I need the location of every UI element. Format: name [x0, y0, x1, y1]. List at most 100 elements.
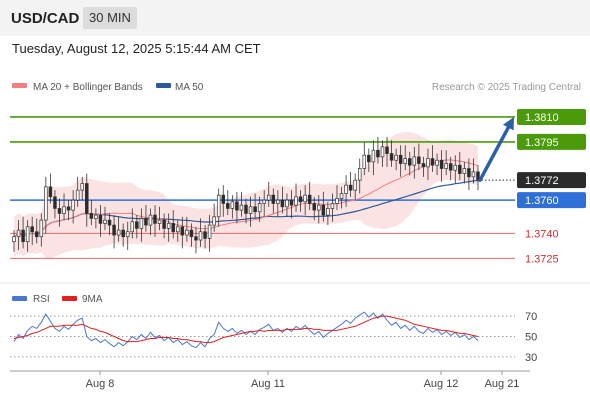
- last-price-tag: [517, 172, 586, 189]
- level-label-0: 1.3810: [525, 112, 559, 124]
- candle-body-2: [21, 229, 25, 243]
- candle-body-13: [71, 199, 75, 211]
- credit-text: Research © 2025 Trading Central: [432, 82, 581, 93]
- rsi-legend-swatch: [12, 296, 27, 301]
- candle-body-35: [171, 223, 175, 233]
- candle-body-70: [330, 203, 335, 209]
- candle-body-99: [462, 168, 467, 174]
- candle-body-49: [235, 201, 239, 211]
- candle-body-58: [276, 199, 280, 204]
- chart-datetime: Tuesday, August 12, 2025 5:15:44 AM CET: [12, 41, 261, 56]
- candle-body-80: [376, 149, 380, 158]
- candle-body-18: [94, 214, 98, 219]
- candle-body-86: [403, 158, 407, 164]
- candle-body-77: [362, 154, 367, 169]
- candle-body-101: [471, 171, 476, 178]
- candle-body-94: [439, 159, 444, 169]
- candle-body-15: [80, 183, 84, 191]
- candle-body-83: [389, 153, 394, 161]
- candle-body-7: [44, 186, 48, 221]
- candle-body-62: [294, 196, 298, 206]
- level-label-4: 1.3725: [525, 253, 559, 265]
- candle-body-47: [226, 203, 230, 209]
- candle-body-28: [139, 218, 144, 229]
- candle-body-95: [444, 163, 448, 169]
- candle-body-41: [198, 231, 203, 241]
- candle-body-16: [85, 183, 89, 214]
- candle-body-61: [289, 199, 294, 206]
- candle-body-31: [153, 214, 157, 224]
- candle-body-97: [453, 164, 458, 171]
- level-tag-0: [517, 108, 586, 125]
- candle-body-19: [98, 214, 103, 224]
- level-tag-1: [517, 133, 586, 150]
- candle-body-55: [262, 199, 266, 204]
- candle-body-78: [367, 154, 371, 163]
- candle-body-3: [25, 226, 30, 243]
- ma20-legend-label: MA 20 + Bollinger Bands: [33, 82, 143, 93]
- candle-body-38: [185, 229, 189, 236]
- candle-body-11: [62, 206, 66, 214]
- ma9-legend-label: 9MA: [82, 294, 103, 305]
- candle-body-39: [189, 229, 194, 238]
- candle-body-74: [348, 184, 353, 191]
- candle-body-27: [135, 221, 139, 229]
- candle-body-50: [239, 204, 244, 211]
- candle-body-66: [312, 203, 316, 211]
- level-label-2: 1.3760: [525, 195, 559, 207]
- candle-body-32: [157, 219, 162, 224]
- candle-body-56: [266, 194, 271, 201]
- candle-body-33: [162, 219, 166, 229]
- candle-body-42: [203, 231, 207, 239]
- candle-body-54: [257, 203, 262, 213]
- instrument-label: USD/CAD: [11, 10, 80, 27]
- candle-body-69: [326, 208, 330, 216]
- candle-body-30: [148, 214, 153, 226]
- candle-body-24: [121, 229, 125, 238]
- candle-body-75: [353, 179, 357, 191]
- candle-body-26: [130, 221, 135, 233]
- candle-body-67: [317, 204, 321, 211]
- candle-body-44: [212, 216, 216, 226]
- candle-body-63: [298, 196, 303, 203]
- candle-body-46: [221, 194, 226, 204]
- candle-body-60: [285, 199, 289, 208]
- rsi-tick-1: 50: [525, 332, 537, 344]
- candle-body-72: [339, 193, 344, 199]
- candle-body-10: [57, 208, 62, 214]
- candle-body-52: [248, 206, 253, 214]
- ma50-legend-label: MA 50: [175, 82, 204, 93]
- projection-arrow-shaft: [478, 125, 511, 182]
- candle-body-8: [48, 186, 53, 198]
- candle-body-82: [385, 146, 389, 154]
- candle-body-53: [253, 206, 257, 213]
- candle-body-4: [30, 226, 34, 233]
- rsi-line: [13, 311, 479, 349]
- candle-body-29: [144, 218, 148, 226]
- candle-body-23: [116, 229, 121, 236]
- ma9-legend-swatch: [62, 296, 77, 301]
- candle-body-81: [380, 146, 385, 158]
- level-label-1: 1.3795: [525, 137, 559, 149]
- candle-body-98: [458, 164, 462, 174]
- candle-body-64: [303, 194, 307, 203]
- candle-body-14: [75, 189, 80, 201]
- candle-body-43: [207, 224, 212, 239]
- candle-body-37: [180, 226, 185, 236]
- candle-body-65: [307, 194, 312, 204]
- x-tick-label-1: Aug 11: [251, 378, 285, 390]
- candle-body-57: [271, 194, 276, 204]
- candle-body-87: [408, 158, 412, 166]
- candle-body-20: [103, 219, 107, 224]
- level-tag-2: [517, 192, 586, 209]
- candle-body-89: [417, 156, 421, 164]
- rsi-tick-2: 30: [525, 352, 537, 364]
- candle-body-93: [435, 159, 439, 166]
- candle-body-40: [194, 236, 198, 241]
- candle-body-21: [107, 219, 112, 226]
- timeframe-button[interactable]: 30 MIN: [83, 7, 137, 29]
- level-label-3: 1.3740: [525, 228, 559, 240]
- candle-body-73: [344, 184, 348, 194]
- header-bar: USD/CAD 30 MIN: [0, 0, 590, 36]
